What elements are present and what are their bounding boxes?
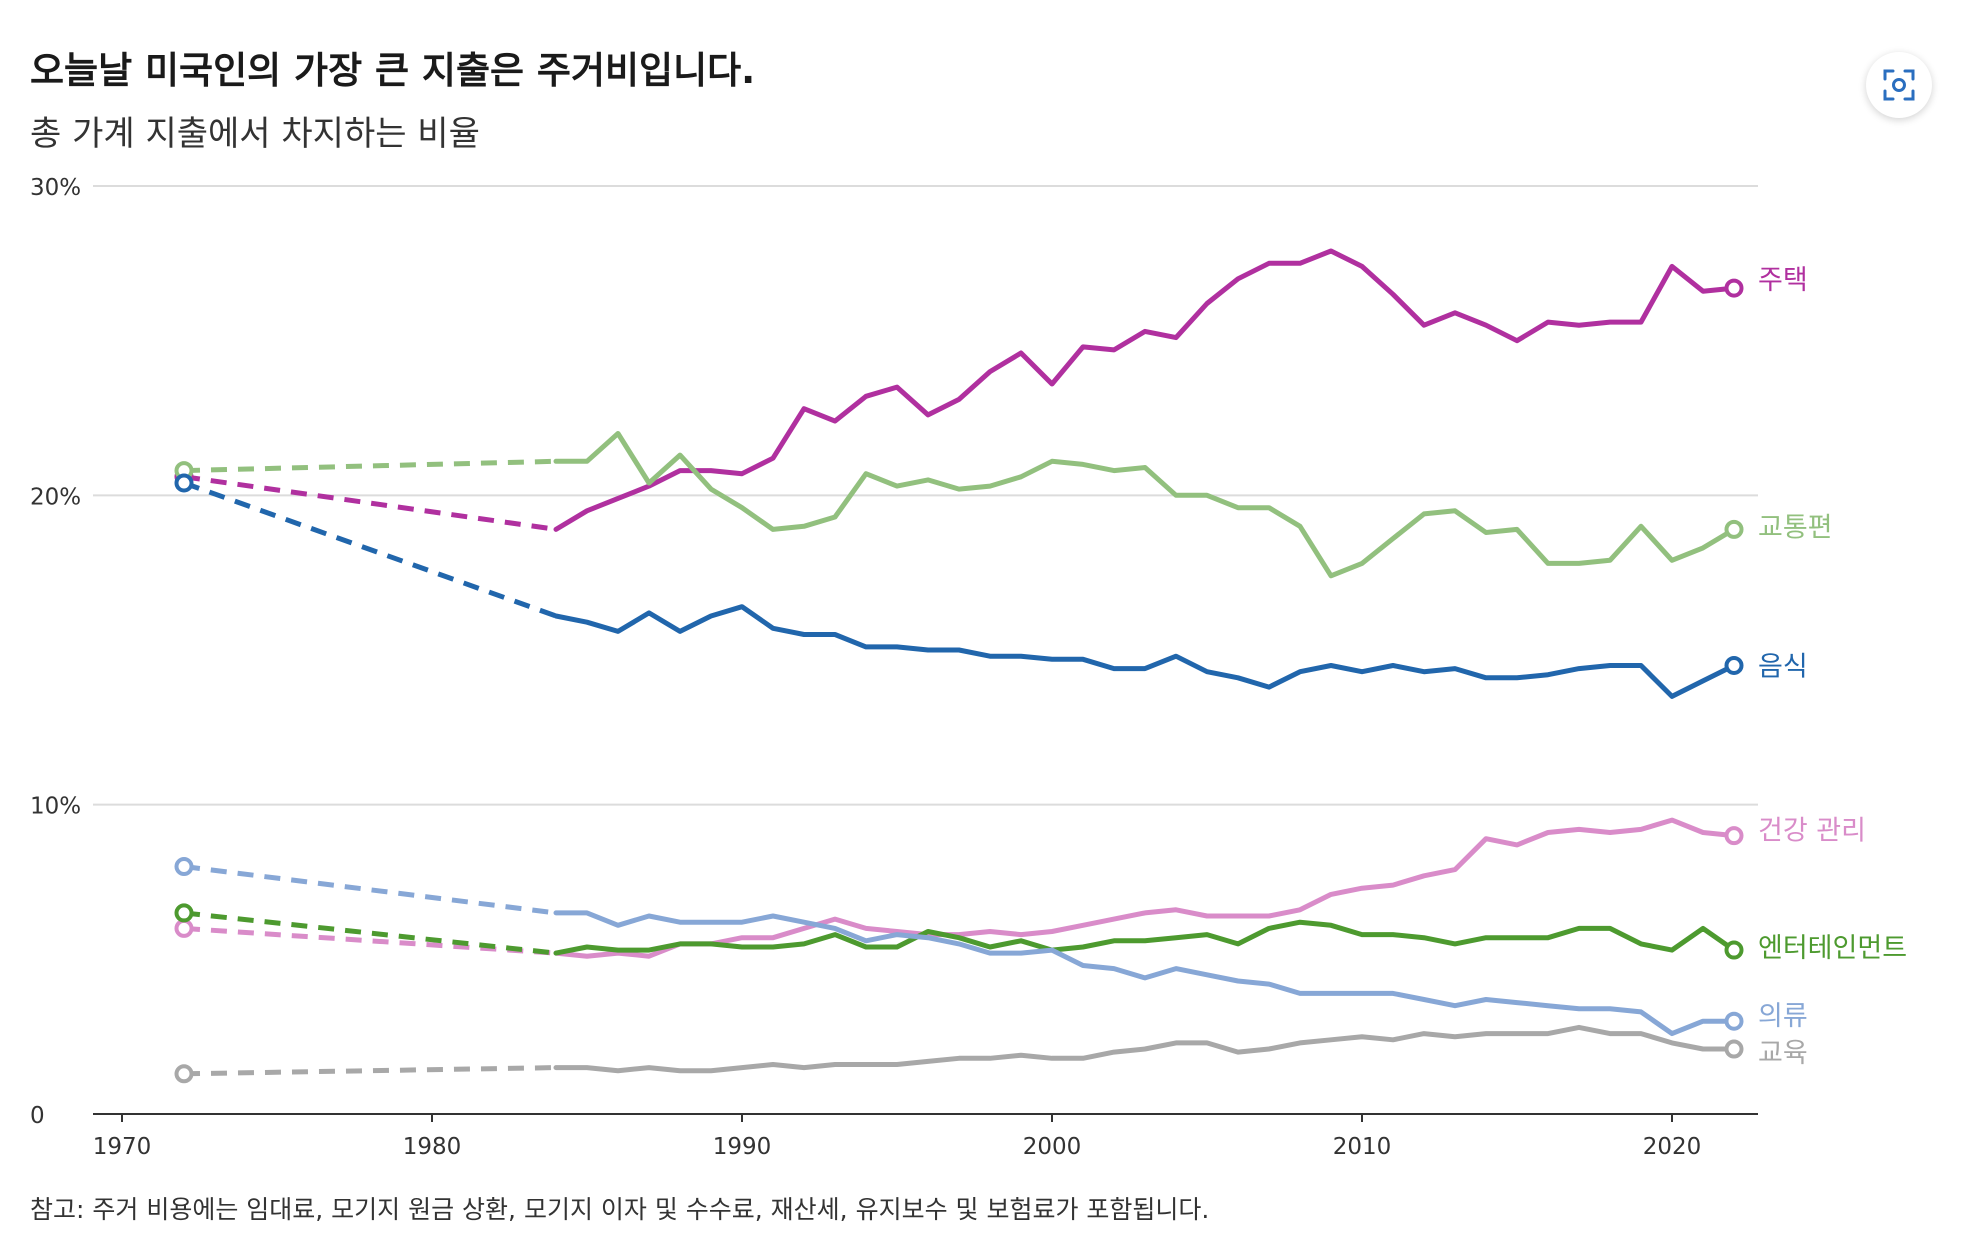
series-dashed-segment [183,910,557,956]
series-start-marker [174,1064,194,1084]
series-end-marker [1724,1011,1744,1031]
series-label: 의류 [1758,1001,1808,1032]
chart-subtitle: 총 가계 지출에서 차지하는 비율 [30,114,480,154]
series-start-marker [174,903,194,923]
y-tick-label: 20% [30,484,81,510]
series-start-marker [174,857,194,877]
series-label: 음식 [1758,651,1808,682]
series-start-marker [174,918,194,938]
y-tick-label: 30% [30,175,81,201]
series-label: 교통편 [1758,512,1833,543]
x-axis: 1970 1980 1990 2000 2010 2020 [93,1113,1758,1160]
x-tick-label: 2020 [1643,1134,1702,1160]
series-start-marker [174,473,194,493]
series-line [553,604,1737,699]
series-lines [174,248,1744,1084]
series-line [553,248,1737,532]
series-end-marker [1724,940,1744,960]
series-end-marker [1724,1039,1744,1059]
series-dashed-segment [183,458,557,474]
series-line [553,817,1737,959]
series-label: 주택 [1758,265,1808,296]
x-tick-label: 1980 [403,1134,462,1160]
chart-title: 오늘날 미국인의 가장 큰 지출은 주거비입니다. [30,49,756,92]
y-axis: 0 10% 20% 30% [30,175,81,1129]
x-tick-label: 1970 [93,1134,152,1160]
series-line [553,919,1737,956]
series-line [553,1024,1737,1074]
footnote: 참고: 주거 비용에는 임대료, 모기지 원금 상환, 모기지 이자 및 수수료… [30,1195,1210,1224]
series-end-marker [1724,655,1744,675]
x-tick-label: 2000 [1023,1134,1082,1160]
series-line [553,910,1737,1037]
series-dashed-segment [183,925,557,956]
y-tick-label: 0 [30,1103,45,1129]
x-tick-label: 2010 [1333,1134,1392,1160]
x-tick-label: 1990 [713,1134,772,1160]
grid-lines [93,185,1758,806]
series-label: 건강 관리 [1758,815,1866,846]
series-label: 엔터테인먼트 [1758,933,1907,964]
series-dashed-segment [183,1065,557,1077]
series-dashed-segment [183,474,557,532]
series-end-marker [1724,519,1744,539]
y-tick-label: 10% [30,794,81,820]
series-line [553,431,1737,579]
series-dashed-segment [183,480,557,619]
series-end-marker [1724,826,1744,846]
series-end-marker [1724,278,1744,298]
series-label: 교육 [1758,1038,1808,1069]
series-dashed-segment [183,864,557,916]
expand-icon [1883,69,1915,101]
expand-button[interactable] [1866,52,1932,118]
